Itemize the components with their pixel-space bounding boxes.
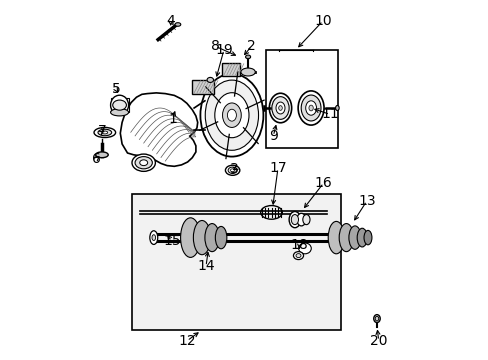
Text: 20: 20 [369, 334, 386, 348]
Ellipse shape [308, 105, 313, 111]
Text: 7: 7 [98, 124, 107, 138]
Ellipse shape [175, 23, 181, 26]
Ellipse shape [373, 315, 380, 323]
Text: 1: 1 [168, 112, 177, 126]
Ellipse shape [96, 152, 108, 158]
Ellipse shape [241, 68, 255, 76]
Ellipse shape [200, 74, 263, 157]
Ellipse shape [135, 157, 152, 169]
Text: 6: 6 [92, 152, 101, 166]
Ellipse shape [214, 93, 248, 138]
Ellipse shape [363, 230, 371, 245]
Text: 16: 16 [314, 176, 332, 190]
Text: 5: 5 [111, 82, 120, 96]
Text: 4: 4 [166, 14, 175, 28]
Ellipse shape [230, 169, 234, 172]
Text: 17: 17 [268, 161, 286, 175]
Ellipse shape [298, 243, 311, 254]
Ellipse shape [180, 218, 200, 257]
Text: 11: 11 [321, 108, 338, 121]
Text: 13: 13 [357, 194, 375, 208]
Bar [222, 63, 240, 76]
Text: 9: 9 [268, 129, 277, 143]
Ellipse shape [295, 253, 301, 258]
Bar [265, 50, 337, 148]
Ellipse shape [140, 160, 147, 166]
Ellipse shape [327, 221, 344, 254]
Text: 15: 15 [163, 234, 180, 248]
Ellipse shape [94, 127, 115, 138]
Ellipse shape [205, 80, 258, 150]
Text: 2: 2 [247, 39, 256, 53]
Ellipse shape [110, 109, 128, 116]
Ellipse shape [298, 91, 324, 125]
Text: 8: 8 [210, 39, 219, 53]
Ellipse shape [228, 167, 237, 174]
Ellipse shape [113, 100, 126, 110]
Ellipse shape [374, 316, 378, 321]
Ellipse shape [193, 220, 210, 255]
Ellipse shape [356, 228, 366, 247]
Bar [192, 80, 213, 94]
Ellipse shape [102, 131, 107, 134]
Text: 3: 3 [229, 162, 238, 176]
Polygon shape [120, 93, 197, 166]
Bar [132, 194, 340, 330]
Ellipse shape [348, 226, 361, 249]
Text: 12: 12 [178, 334, 195, 348]
Ellipse shape [215, 226, 226, 249]
Ellipse shape [269, 93, 291, 123]
Ellipse shape [98, 129, 111, 136]
Ellipse shape [305, 101, 316, 115]
Ellipse shape [245, 55, 250, 59]
Text: 19: 19 [215, 43, 232, 57]
Text: 14: 14 [197, 260, 214, 273]
Ellipse shape [152, 235, 155, 240]
Ellipse shape [206, 77, 213, 82]
Ellipse shape [278, 106, 282, 111]
Text: 10: 10 [313, 14, 331, 28]
Ellipse shape [339, 224, 353, 252]
Ellipse shape [296, 213, 305, 226]
Ellipse shape [149, 231, 158, 244]
Ellipse shape [288, 211, 300, 228]
Ellipse shape [271, 97, 288, 120]
Text: 18: 18 [290, 238, 308, 252]
Ellipse shape [335, 105, 339, 111]
Ellipse shape [132, 154, 155, 171]
Ellipse shape [227, 109, 236, 121]
Ellipse shape [225, 165, 239, 175]
Ellipse shape [302, 215, 309, 225]
Ellipse shape [293, 252, 303, 260]
Ellipse shape [222, 103, 241, 127]
Ellipse shape [275, 102, 285, 114]
Ellipse shape [301, 95, 320, 121]
Ellipse shape [204, 224, 219, 252]
Bar [110, 98, 128, 112]
Ellipse shape [110, 95, 128, 115]
Ellipse shape [291, 215, 298, 225]
